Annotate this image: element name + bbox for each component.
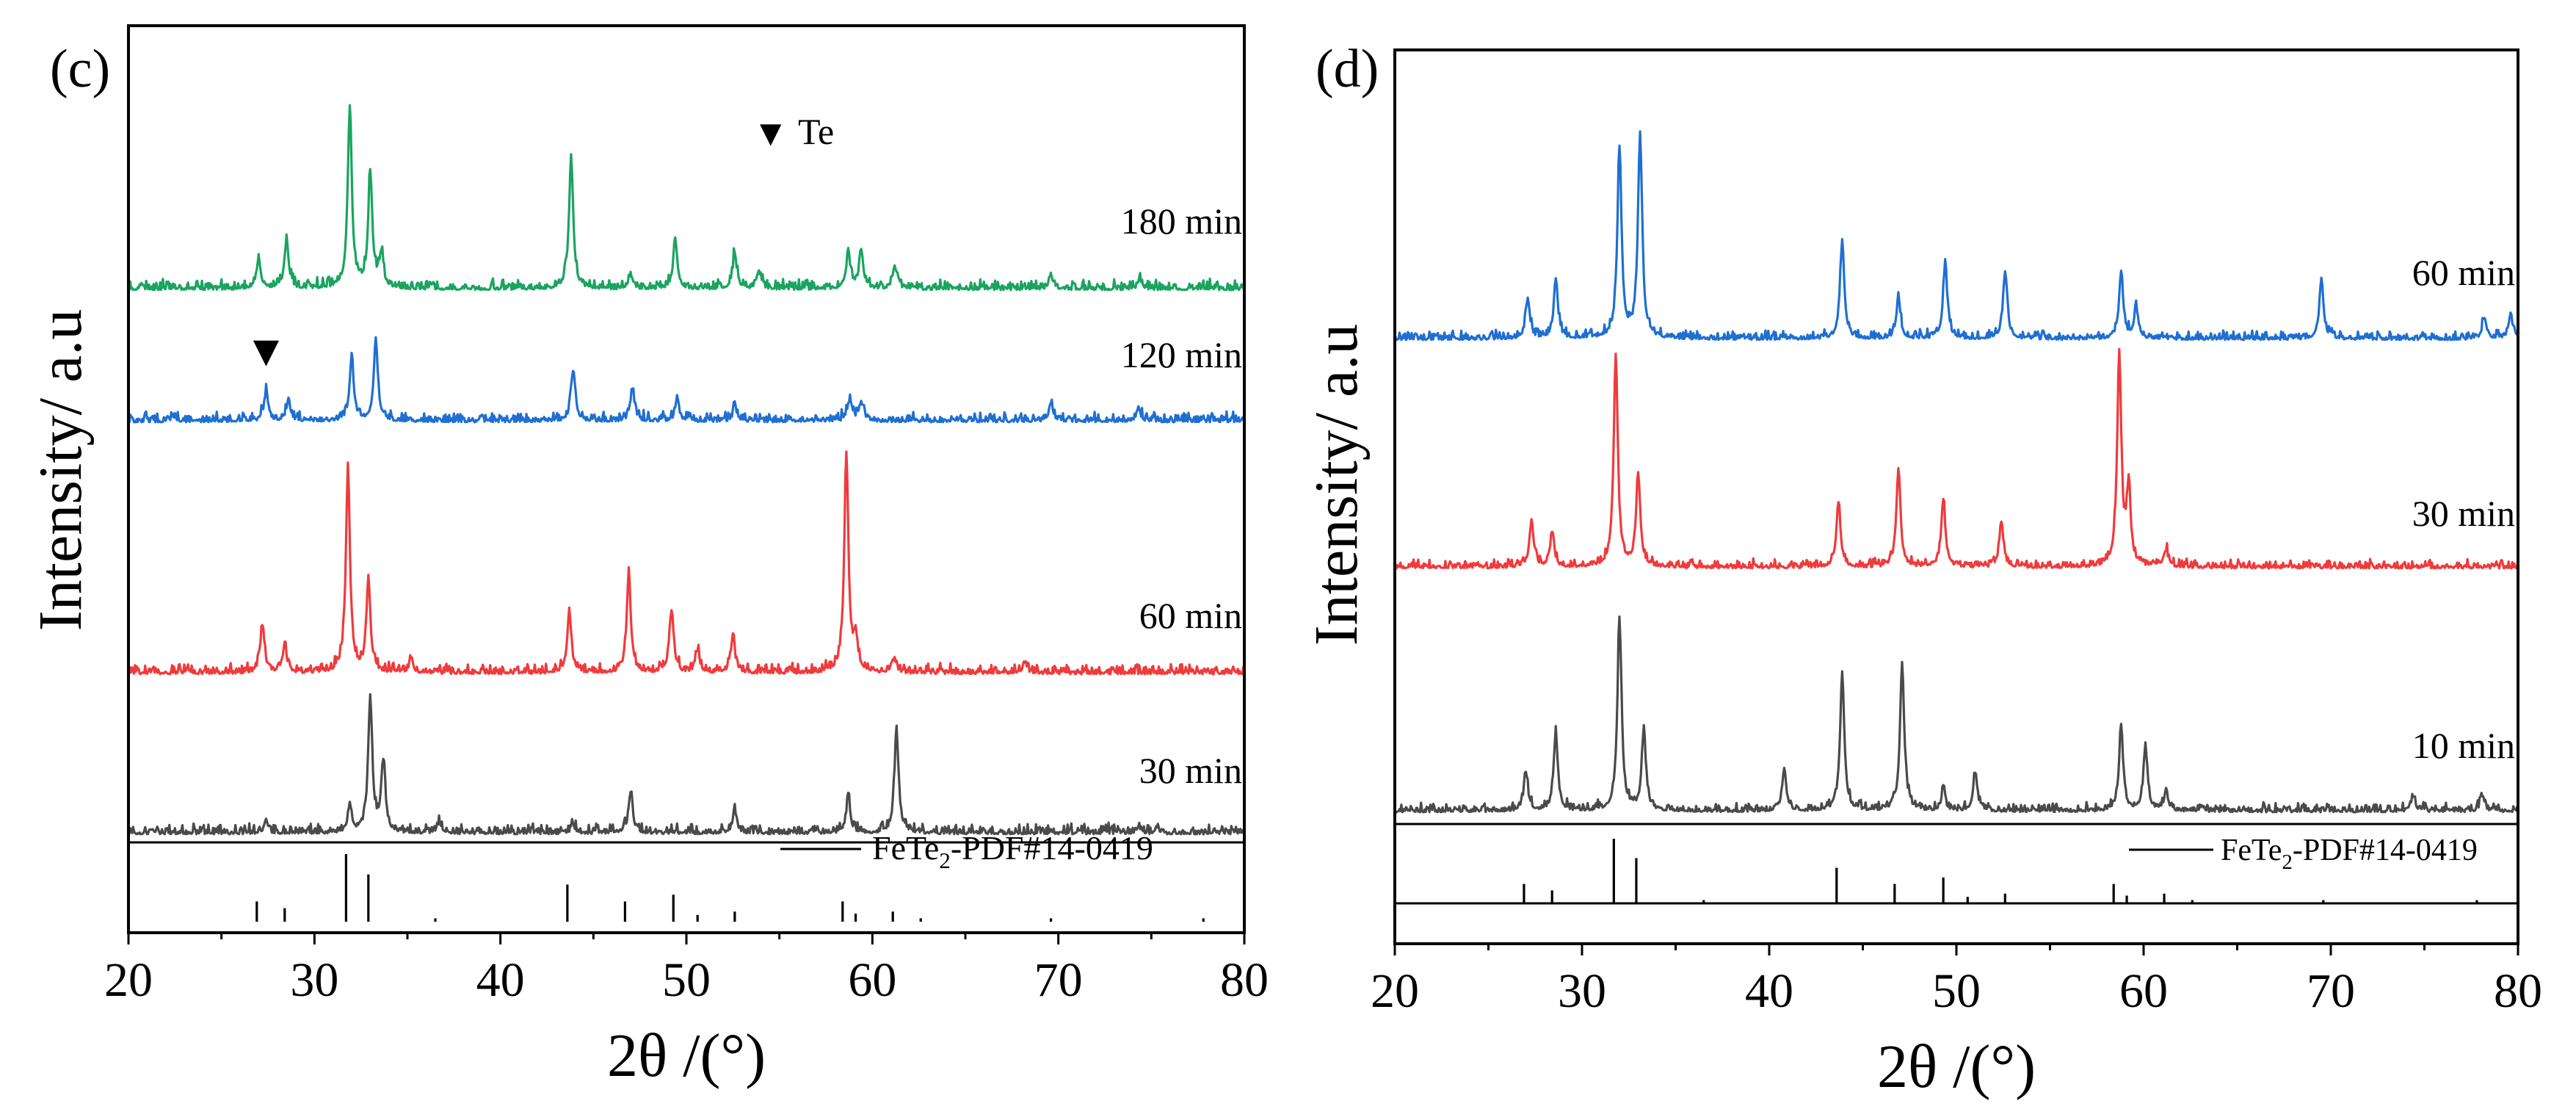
panel-label: (d) [1316, 39, 1379, 99]
series-line-120-min [128, 336, 1246, 424]
legend-label: FeTe2-PDF#14-0419 [872, 829, 1153, 873]
x-tick-label: 50 [662, 953, 711, 1007]
x-tick-label: 80 [1220, 953, 1269, 1007]
x-tick-label: 30 [1558, 964, 1606, 1018]
series-label-60-min: 60 min [1139, 595, 1242, 636]
x-tick-label: 40 [1745, 964, 1793, 1018]
x-tick-label: 50 [1932, 964, 1981, 1018]
series-line-30-min [1393, 347, 2519, 570]
x-tick-label: 30 [290, 953, 338, 1007]
series-line-180-min [128, 104, 1246, 292]
series-line-30-min [128, 693, 1246, 836]
x-tick-label: 70 [2307, 964, 2355, 1018]
x-tick-label: 20 [1371, 964, 1419, 1018]
x-tick-label: 20 [104, 953, 153, 1007]
x-tick-label: 80 [2494, 964, 2542, 1018]
series-line-60-min [1393, 130, 2519, 342]
panel-c-xrd-chart: 180 min 120 min 60 min 30 min FeTe2-PDF#14-0… [26, 24, 1269, 1090]
series-label-60-min: 60 min [2412, 252, 2515, 293]
plot-frame [127, 24, 1246, 934]
x-tick-label: 70 [1034, 953, 1083, 1007]
te-peak-marker-icon: ▼ [244, 327, 288, 375]
x-tick-label: 40 [476, 953, 525, 1007]
panel-label: (c) [50, 39, 110, 99]
series-label-30-min: 30 min [1139, 750, 1242, 791]
series-label-10-min: 10 min [2412, 725, 2515, 766]
y-axis-label: Intensity/ a.u [1302, 324, 1371, 646]
series-line-60-min [128, 450, 1246, 676]
x-axis-label: 2θ /(°) [1877, 1033, 2036, 1101]
y-axis-label: Intensity/ a.u [26, 309, 95, 632]
x-axis-label: 2θ /(°) [607, 1022, 766, 1090]
x-tick-label: 60 [848, 953, 896, 1007]
panel-d-xrd-chart: 60 min 30 min 10 min FeTe2-PDF#14-0419 20 30 4… [1302, 39, 2542, 1101]
series-label-30-min: 30 min [2412, 493, 2515, 534]
te-annotation-label: Te [798, 111, 834, 152]
series-line-10-min [1394, 615, 2519, 814]
series-label-180-min: 180 min [1121, 200, 1242, 242]
series-label-120-min: 120 min [1121, 334, 1242, 375]
te-marker-icon: ▼ [752, 112, 789, 153]
x-tick-label: 60 [2119, 964, 2168, 1018]
legend-label: FeTe2-PDF#14-0419 [2221, 834, 2478, 874]
